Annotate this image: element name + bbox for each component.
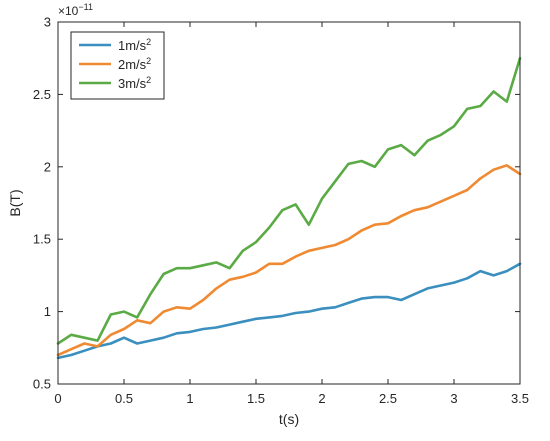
y-tick-label: 0.5 <box>33 377 51 392</box>
series-line-2 <box>56 164 522 357</box>
legend-label-text: 2m/s <box>118 57 147 72</box>
y-tick-label: 2.5 <box>33 87 51 102</box>
legend-label-sup: 2 <box>146 56 151 66</box>
axes-layer: 0 0.5 1 1.5 2 2.5 3 3.50.511.522.53 <box>33 15 529 407</box>
multiplier-base: ×10 <box>58 4 79 18</box>
legend-label-sup: 2 <box>146 37 151 47</box>
legend-box <box>70 31 165 100</box>
x-tick-label: 0 <box>54 391 61 406</box>
y-tick-label: 2 <box>44 159 51 174</box>
legend-label-2: 2m/s2 <box>118 56 151 72</box>
y-tick-label: 1 <box>44 304 51 319</box>
x-tick-label: 2 <box>318 391 325 406</box>
series-layer <box>56 56 522 360</box>
x-tick-label: 1.5 <box>247 391 265 406</box>
x-tick-label: 1 <box>186 391 193 406</box>
y-tick-label: 1.5 <box>33 232 51 247</box>
x-tick-label: 3.5 <box>511 391 529 406</box>
x-axis-label: t(s) <box>279 411 299 427</box>
y-axis-label: B(T) <box>7 189 23 216</box>
x-tick-label: 2.5 <box>379 391 397 406</box>
x-tick-label: 3 <box>450 391 457 406</box>
multiplier-exponent: −11 <box>78 2 93 12</box>
legend-label-sup: 2 <box>146 75 151 85</box>
series-line-1 <box>56 262 522 360</box>
axes-frame <box>57 21 521 385</box>
series-line-3 <box>56 56 522 345</box>
legend-label-text: 1m/s <box>118 38 147 53</box>
legend-label-3: 3m/s2 <box>118 75 151 91</box>
x-tick-label: 0.5 <box>115 391 133 406</box>
y-tick-label: 3 <box>44 15 51 30</box>
y-axis-multiplier: ×10−11 <box>58 2 93 18</box>
legend-label-text: 3m/s <box>118 76 147 91</box>
legend-label-1: 1m/s2 <box>118 37 151 53</box>
